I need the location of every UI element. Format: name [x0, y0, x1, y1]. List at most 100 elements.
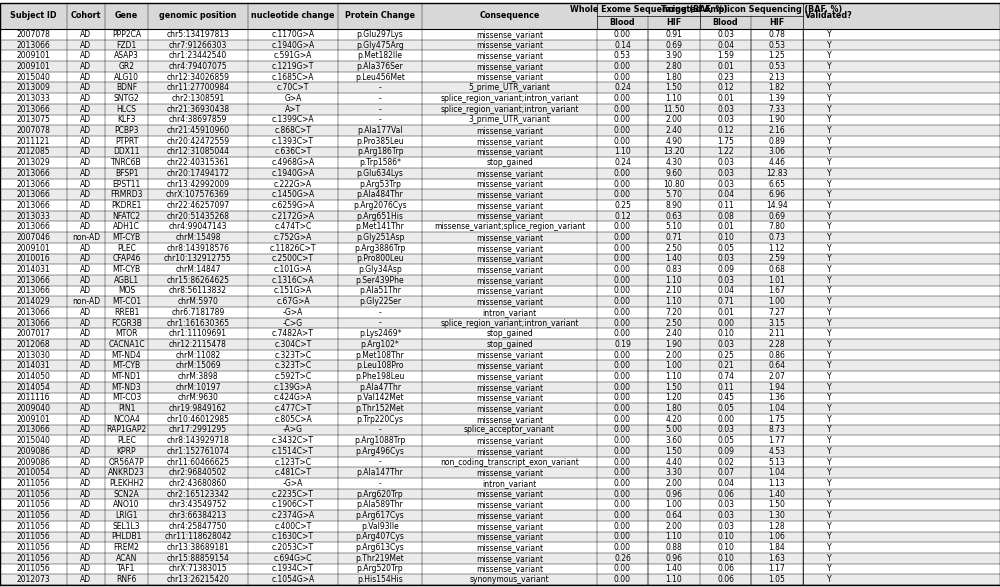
- Bar: [0, 382, 1000, 393]
- Text: CFAP46: CFAP46: [112, 254, 141, 264]
- Text: AD: AD: [80, 265, 92, 274]
- Text: 3.30: 3.30: [665, 468, 682, 477]
- Text: 0.03: 0.03: [717, 500, 734, 510]
- Text: chr21:36930438: chr21:36930438: [166, 104, 230, 114]
- Text: RREB1: RREB1: [114, 308, 139, 317]
- Text: c.2235C>T: c.2235C>T: [272, 490, 314, 498]
- Text: BDNF: BDNF: [116, 83, 137, 92]
- Text: DDX11: DDX11: [113, 147, 140, 157]
- Text: Y: Y: [827, 372, 831, 381]
- Text: PKDRE1: PKDRE1: [111, 201, 142, 210]
- Text: 0.00: 0.00: [614, 94, 631, 103]
- Text: 0.25: 0.25: [614, 201, 631, 210]
- Text: Y: Y: [827, 116, 831, 124]
- Text: 0.04: 0.04: [717, 41, 734, 49]
- Text: c.474T>C: c.474T>C: [274, 222, 312, 231]
- Bar: [0, 72, 1000, 82]
- Text: 1.75: 1.75: [717, 137, 734, 146]
- Bar: [0, 574, 1000, 585]
- Text: c.1514C>T: c.1514C>T: [272, 447, 314, 456]
- Text: AD: AD: [80, 254, 92, 264]
- Text: 2013066: 2013066: [17, 180, 50, 188]
- Text: 1.01: 1.01: [769, 276, 785, 285]
- Text: chr8:143918576: chr8:143918576: [166, 244, 230, 252]
- Bar: [0, 275, 1000, 286]
- Text: stop_gained: stop_gained: [486, 340, 533, 349]
- Text: c.591G>A: c.591G>A: [274, 51, 312, 60]
- Text: missense_variant: missense_variant: [476, 543, 543, 552]
- Text: splice_region_variant;intron_variant: splice_region_variant;intron_variant: [440, 104, 579, 114]
- Bar: [0, 296, 1000, 307]
- Text: AD: AD: [80, 62, 92, 71]
- Bar: [0, 532, 1000, 542]
- Text: 1.06: 1.06: [769, 532, 785, 541]
- Text: GR2: GR2: [119, 62, 134, 71]
- Text: c.4968G>A: c.4968G>A: [271, 158, 315, 167]
- Text: 0.10: 0.10: [717, 543, 734, 552]
- Text: chr13:42992009: chr13:42992009: [166, 180, 230, 188]
- Text: AD: AD: [80, 565, 92, 573]
- Text: 4.46: 4.46: [768, 158, 786, 167]
- Text: 0.00: 0.00: [614, 393, 631, 402]
- Text: p.Glu297Lys: p.Glu297Lys: [357, 30, 403, 39]
- Bar: [0, 82, 1000, 93]
- Text: 0.05: 0.05: [717, 404, 734, 413]
- Text: -C>G: -C>G: [283, 319, 303, 328]
- Text: chr20:51435268: chr20:51435268: [166, 212, 230, 221]
- Text: chr4:79407075: chr4:79407075: [169, 62, 227, 71]
- Text: 0.00: 0.00: [614, 350, 631, 360]
- Text: 0.96: 0.96: [665, 490, 682, 498]
- Text: stop_gained: stop_gained: [486, 158, 533, 167]
- Text: 1.13: 1.13: [769, 479, 785, 488]
- Text: nucleotide change: nucleotide change: [251, 12, 335, 21]
- Text: missense_variant: missense_variant: [476, 500, 543, 510]
- Text: c.139G>A: c.139G>A: [274, 383, 312, 392]
- Text: chrM:9630: chrM:9630: [178, 393, 218, 402]
- Text: missense_variant: missense_variant: [476, 350, 543, 360]
- Text: FREM2: FREM2: [114, 543, 139, 552]
- Text: 0.19: 0.19: [614, 340, 631, 349]
- Text: Y: Y: [827, 244, 831, 252]
- Text: 1.40: 1.40: [666, 565, 682, 573]
- Text: missense_variant: missense_variant: [476, 51, 543, 60]
- Text: 0.00: 0.00: [614, 457, 631, 467]
- Text: 0.03: 0.03: [717, 30, 734, 39]
- Text: p.Trp220Cys: p.Trp220Cys: [356, 415, 404, 424]
- Text: 1.10: 1.10: [666, 297, 682, 306]
- Text: chr19:9849162: chr19:9849162: [169, 404, 227, 413]
- Text: 1.10: 1.10: [666, 532, 682, 541]
- Text: CACNA1C: CACNA1C: [108, 340, 145, 349]
- Text: 0.00: 0.00: [614, 436, 631, 445]
- Text: AD: AD: [80, 350, 92, 360]
- Text: p.Trp1586*: p.Trp1586*: [359, 158, 401, 167]
- Text: 2014031: 2014031: [17, 265, 50, 274]
- Text: c.1685C>A: c.1685C>A: [272, 73, 314, 82]
- Text: chr15:86264625: chr15:86264625: [166, 276, 230, 285]
- Text: 2013066: 2013066: [17, 319, 50, 328]
- Text: AD: AD: [80, 51, 92, 60]
- Text: AD: AD: [80, 308, 92, 317]
- Text: 4.40: 4.40: [665, 457, 682, 467]
- Text: 0.88: 0.88: [666, 543, 682, 552]
- Text: AD: AD: [80, 201, 92, 210]
- Text: 2013066: 2013066: [17, 201, 50, 210]
- Text: AD: AD: [80, 340, 92, 349]
- Text: Y: Y: [827, 468, 831, 477]
- Text: 0.71: 0.71: [717, 297, 734, 306]
- Bar: [0, 254, 1000, 264]
- Text: AD: AD: [80, 244, 92, 252]
- Text: Consequence: Consequence: [479, 12, 540, 21]
- Text: KPRP: KPRP: [117, 447, 136, 456]
- Text: AD: AD: [80, 404, 92, 413]
- Text: ACAN: ACAN: [116, 554, 137, 563]
- Text: HIF: HIF: [666, 18, 682, 27]
- Text: 9.60: 9.60: [665, 169, 682, 178]
- Text: MT-CYB: MT-CYB: [112, 265, 141, 274]
- Text: c.1219G>T: c.1219G>T: [272, 62, 314, 71]
- Text: intron_variant: intron_variant: [482, 308, 537, 317]
- Text: chrX:71383015: chrX:71383015: [169, 565, 227, 573]
- Text: c.1934C>T: c.1934C>T: [272, 565, 314, 573]
- Text: PLEC: PLEC: [117, 436, 136, 445]
- Text: PTPRT: PTPRT: [115, 137, 138, 146]
- Text: 0.26: 0.26: [614, 554, 631, 563]
